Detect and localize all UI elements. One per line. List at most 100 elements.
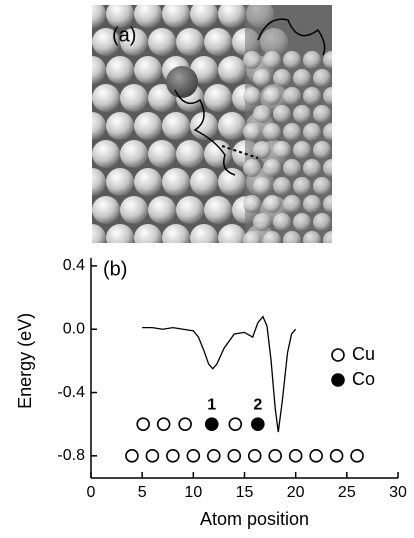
x-tick-label: 0 [87, 484, 96, 501]
x-tick-label: 10 [184, 484, 202, 501]
atom [92, 196, 120, 224]
atom [162, 112, 190, 140]
atom [313, 105, 331, 123]
atom [293, 141, 311, 159]
atom-marker [269, 450, 281, 462]
atom [253, 177, 271, 195]
atom [78, 112, 106, 140]
atom [190, 0, 218, 28]
adatom [166, 66, 198, 98]
atom [78, 168, 106, 196]
atom [273, 105, 291, 123]
atom [106, 224, 134, 252]
y-tick-label: 0.0 [63, 320, 85, 337]
atom [204, 196, 232, 224]
atom [283, 195, 301, 213]
atom-marker [126, 450, 138, 462]
atom [323, 87, 341, 105]
atom [218, 0, 246, 28]
atom-number: 1 [207, 396, 216, 413]
atom [78, 56, 106, 84]
atom-marker [158, 418, 170, 430]
atom [313, 177, 331, 195]
atom [283, 231, 301, 249]
atom-number: 2 [253, 396, 262, 413]
atom [204, 28, 232, 56]
y-axis-title: Energy (eV) [15, 313, 35, 409]
atom-marker [179, 418, 191, 430]
atom [293, 69, 311, 87]
atom [333, 141, 351, 159]
atom [273, 141, 291, 159]
atom [190, 224, 218, 252]
atom [283, 51, 301, 69]
atom [293, 105, 311, 123]
atom [243, 231, 261, 249]
atom [293, 249, 311, 267]
x-tick-label: 30 [389, 484, 407, 501]
atom [176, 28, 204, 56]
atom [78, 0, 106, 28]
atom [120, 140, 148, 168]
atom [323, 51, 341, 69]
atom [190, 168, 218, 196]
atom [106, 56, 134, 84]
atom [243, 123, 261, 141]
atom [323, 195, 341, 213]
atom [313, 69, 331, 87]
atom [263, 123, 281, 141]
atom-marker [229, 418, 241, 430]
atom [243, 51, 261, 69]
atom [253, 141, 271, 159]
atom [313, 213, 331, 231]
atom-marker [290, 450, 302, 462]
legend-label: Cu [352, 344, 375, 364]
atom [176, 196, 204, 224]
atom-marker [137, 418, 149, 430]
atom [333, 249, 351, 267]
atom [303, 51, 321, 69]
panel-b-label: (b) [103, 258, 127, 280]
atom [303, 159, 321, 177]
atom-marker [146, 450, 158, 462]
atom [273, 69, 291, 87]
atom [148, 196, 176, 224]
atom-marker [351, 450, 363, 462]
atom [333, 177, 351, 195]
atom [204, 140, 232, 168]
panel-a-label: (a) [112, 24, 136, 46]
atom [333, 69, 351, 87]
atom [283, 159, 301, 177]
atom [162, 224, 190, 252]
figure: (a) (b)0510152025300.40.0-0.4-0.8Atom po… [0, 0, 414, 533]
atom [148, 140, 176, 168]
atom [243, 195, 261, 213]
atom [253, 249, 271, 267]
atom [313, 249, 331, 267]
atom [134, 0, 162, 28]
atom [333, 105, 351, 123]
atom [273, 213, 291, 231]
atom [253, 213, 271, 231]
atom [273, 249, 291, 267]
x-tick-label: 20 [287, 484, 305, 501]
atom [120, 196, 148, 224]
atom [243, 159, 261, 177]
atom [78, 224, 106, 252]
atom-marker [187, 450, 199, 462]
x-tick-label: 15 [236, 484, 254, 501]
y-tick-label: 0.4 [63, 257, 85, 274]
x-tick-label: 25 [338, 484, 356, 501]
legend-label: Co [352, 369, 375, 389]
atom [283, 87, 301, 105]
atom [333, 213, 351, 231]
legend-marker [332, 374, 344, 386]
atom [106, 168, 134, 196]
atom [263, 159, 281, 177]
legend-marker [332, 349, 344, 361]
atom-marker [228, 450, 240, 462]
atom [263, 87, 281, 105]
atom [313, 141, 331, 159]
atom [162, 0, 190, 28]
atom [218, 168, 246, 196]
